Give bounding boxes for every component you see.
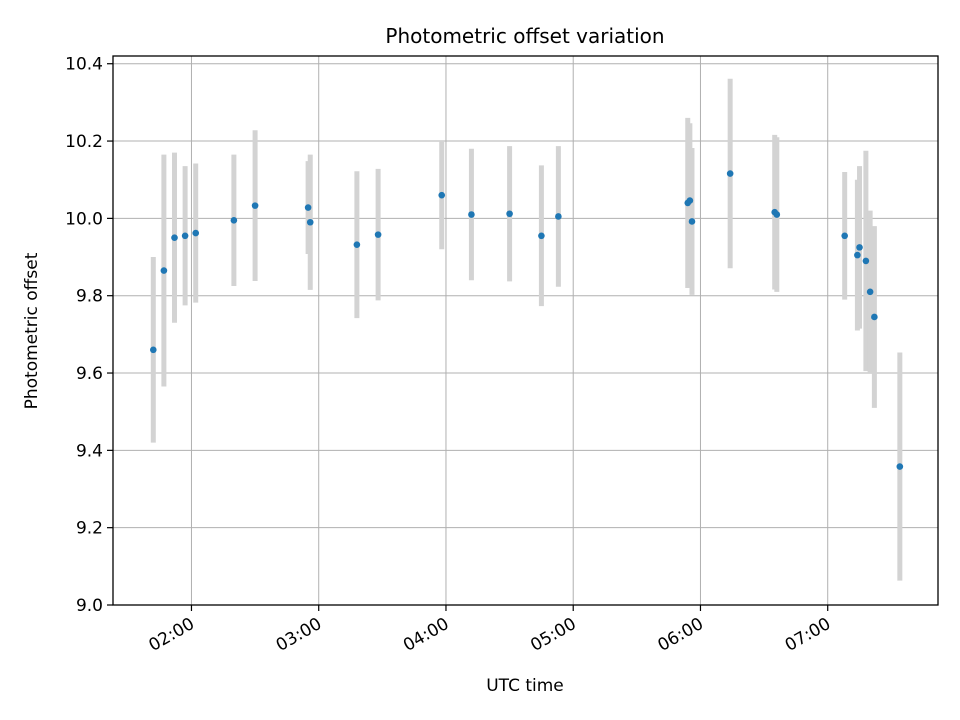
data-point (353, 241, 361, 248)
data-point (304, 204, 312, 211)
data-point (896, 463, 904, 470)
data-point (871, 313, 878, 321)
y-tick-label: 9.8 (76, 287, 103, 307)
data-point (468, 211, 475, 218)
data-point (538, 232, 545, 240)
data-point (856, 244, 863, 251)
y-axis-label: Photometric offset (22, 252, 42, 409)
data-point (251, 202, 259, 209)
data-point (866, 288, 874, 296)
y-tick-label: 9.4 (76, 441, 103, 461)
data-point (862, 257, 870, 265)
data-point (230, 217, 238, 224)
y-tick-label: 9.6 (76, 364, 103, 384)
data-point (181, 232, 189, 240)
data-point (686, 197, 694, 204)
data-point (841, 232, 848, 240)
data-point (149, 346, 157, 354)
data-point (726, 170, 734, 177)
y-tick-label: 10.2 (65, 132, 103, 152)
data-point (438, 191, 446, 199)
y-tick-label: 10.4 (65, 55, 103, 75)
grid (113, 56, 938, 606)
data-point (506, 210, 513, 218)
data-point (160, 267, 168, 274)
data-point (171, 234, 178, 242)
y-tick-label: 9.0 (76, 596, 103, 616)
x-axis-label: UTC time (486, 676, 564, 696)
data-point (773, 211, 781, 218)
data-point (192, 229, 200, 237)
data-point (306, 218, 314, 226)
data-point (555, 213, 562, 220)
plot-frame (112, 55, 939, 606)
y-axis-ticks: 9.0 9.2 9.4 9.6 9.8 10.0 10.2 10.4 (65, 55, 113, 616)
y-tick-label: 10.0 (65, 209, 103, 229)
y-tick-label: 9.2 (76, 519, 103, 539)
data-point (374, 231, 382, 238)
data-points (149, 170, 904, 470)
data-point (688, 218, 696, 225)
data-point (854, 251, 861, 259)
chart-title: Photometric offset variation (385, 24, 664, 48)
